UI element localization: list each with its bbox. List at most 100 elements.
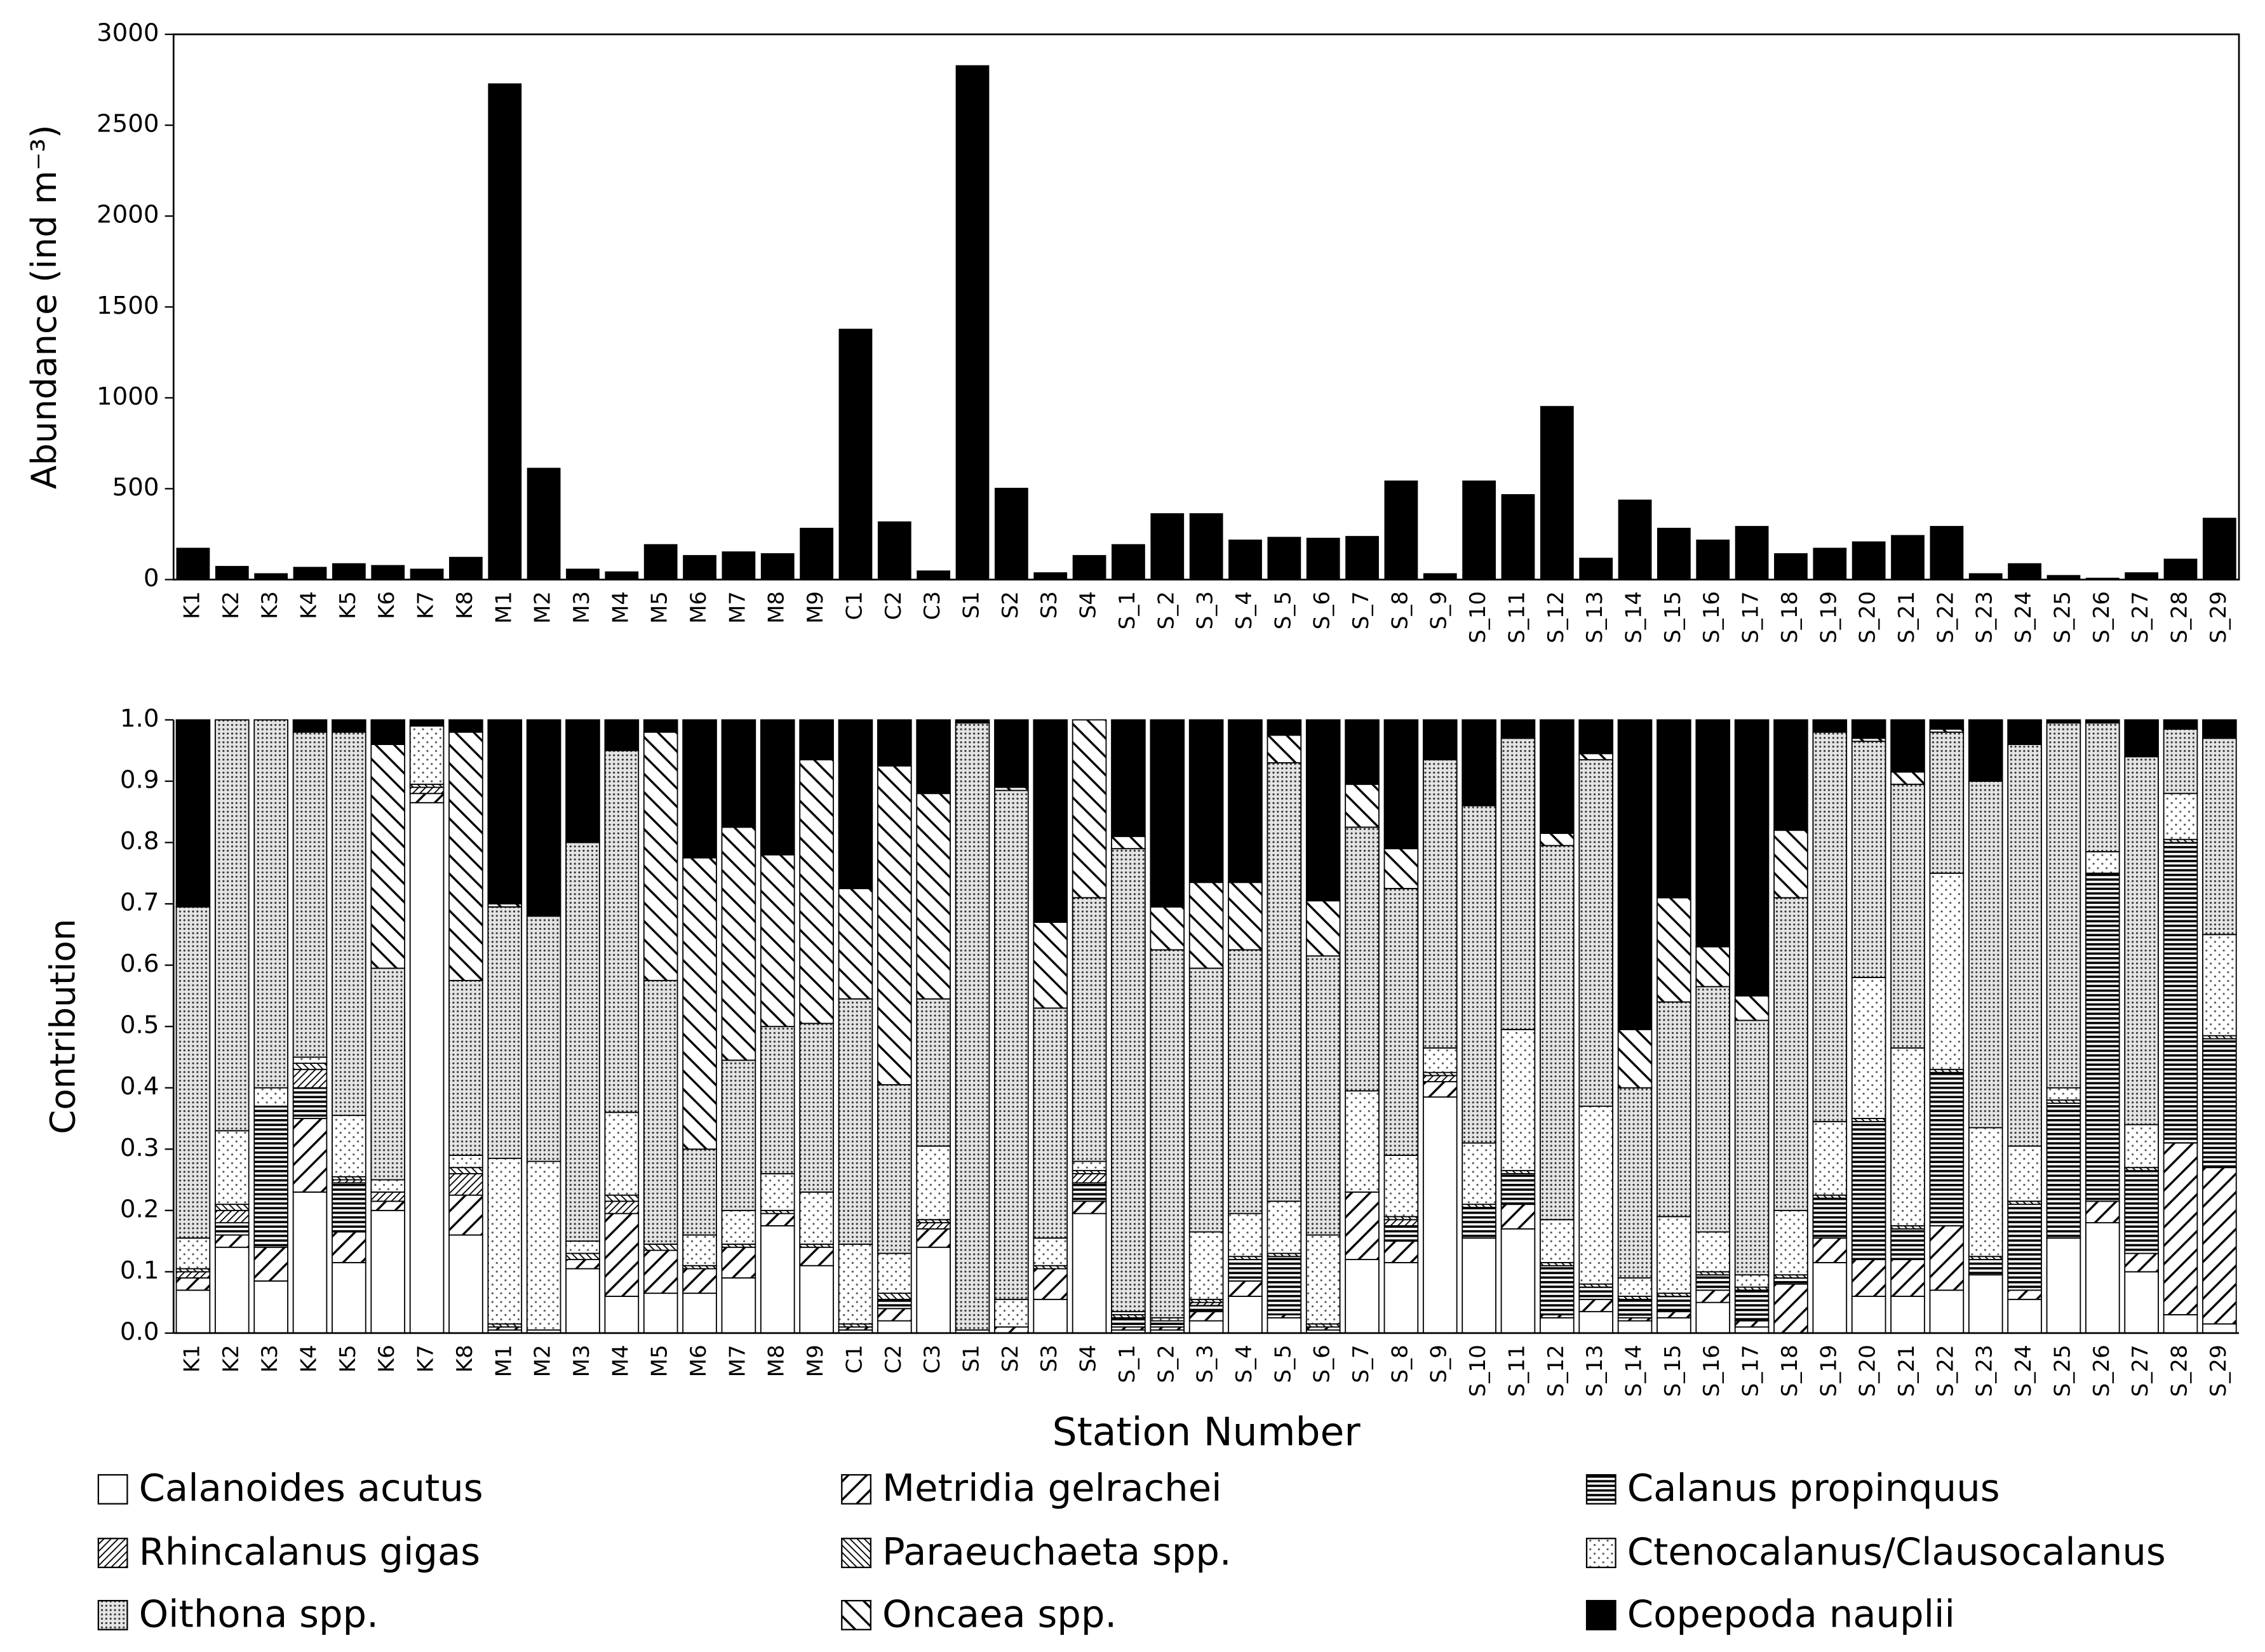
bar-segment: [448, 731, 483, 981]
bar-segment: [2046, 719, 2081, 724]
bar-segment: [409, 802, 445, 1334]
bar-segment: [916, 1145, 951, 1221]
bar-segment: [1890, 1296, 1925, 1334]
bar: [877, 521, 911, 580]
x-tick-label: S3: [1037, 1345, 1062, 1372]
bar-segment: [760, 1225, 795, 1334]
bar-segment: [1657, 1296, 1691, 1313]
bar: [566, 568, 600, 580]
bar-segment: [721, 1209, 756, 1245]
bar-segment: [760, 719, 795, 856]
bar-segment: [2046, 1102, 2081, 1239]
bar-segment: [760, 1212, 795, 1226]
bar: [2202, 518, 2236, 580]
bar-segment: [565, 842, 600, 1242]
bar-segment: [332, 1231, 366, 1263]
x-tick-label: S_17: [1738, 1345, 1764, 1397]
bar: [838, 328, 873, 580]
bar-segment: [448, 1167, 483, 1174]
bar-segment: [1345, 1191, 1380, 1260]
x-tick-label: S_5: [1270, 1345, 1296, 1383]
bar-segment: [1462, 1207, 1496, 1239]
bar-segment: [448, 1155, 483, 1169]
bar-segment: [1305, 900, 1341, 957]
x-tick-label: K8: [452, 1345, 478, 1373]
bar-segment: [994, 1326, 1029, 1334]
bar: [800, 527, 833, 580]
bar-segment: [214, 1246, 250, 1334]
x-tick-label: S_2: [1153, 1345, 1179, 1383]
bar-segment: [1383, 1225, 1419, 1242]
bar-segment: [1578, 1105, 1613, 1285]
legend-swatch: [97, 1474, 128, 1505]
bar-segment: [955, 722, 990, 1331]
bar: [917, 570, 951, 580]
bar-segment: [370, 744, 405, 969]
bar-segment: [1150, 949, 1185, 1319]
bar-segment: [994, 719, 1029, 788]
bar-segment: [877, 1298, 912, 1310]
x-tick-label: M3: [569, 1345, 595, 1377]
x-tick-label: S_13: [1582, 591, 1608, 643]
x-tick-label: K5: [335, 591, 361, 619]
bar-segment: [994, 789, 1029, 1300]
bar-segment: [604, 1111, 640, 1196]
bar-segment: [1968, 1259, 2003, 1276]
x-tick-label: S_14: [1622, 1345, 1647, 1397]
bar-segment: [1228, 1296, 1263, 1334]
bar-segment: [565, 1268, 600, 1334]
bar-segment: [1734, 995, 1770, 1021]
bar-segment: [1540, 833, 1575, 847]
bar-segment: [175, 1237, 211, 1270]
bar-segment: [2124, 756, 2159, 1125]
bar: [1657, 527, 1691, 580]
x-tick-label: M1: [491, 591, 516, 624]
bar-segment: [2163, 1142, 2198, 1315]
x-tick-label: M2: [530, 591, 556, 624]
x-tick-label: M7: [725, 591, 750, 624]
x-tick-label: C2: [881, 1345, 906, 1374]
bar-segment: [1695, 1274, 1731, 1291]
x-tick-label: S_27: [2128, 591, 2153, 643]
bar-segment: [721, 1246, 756, 1279]
bar: [410, 568, 444, 580]
legend-swatch: [841, 1600, 871, 1630]
bar-segment: [604, 1212, 640, 1297]
bar: [1423, 573, 1457, 580]
bar-segment: [1851, 741, 1886, 978]
bar-segment: [877, 719, 912, 767]
bar-segment: [1929, 719, 1965, 730]
bar-segment: [214, 1204, 250, 1211]
bar-segment: [1851, 1120, 1886, 1260]
bar-segment: [1734, 1019, 1770, 1276]
bar: [1150, 513, 1185, 580]
x-tick-label: S_22: [1933, 591, 1958, 643]
bar: [722, 551, 756, 580]
x-tick-label: S1: [959, 591, 985, 619]
y-tick-label: 0.7: [120, 889, 159, 917]
bar-segment: [1111, 848, 1146, 1313]
bar-segment: [292, 731, 328, 1058]
bar-segment: [1657, 897, 1691, 1003]
bar-segment: [2046, 1237, 2081, 1334]
bar-segment: [448, 1234, 483, 1334]
bar-segment: [370, 1179, 405, 1193]
bar-segment: [916, 719, 951, 795]
bar-segment: [1812, 1120, 1848, 1196]
bar-segment: [214, 719, 250, 1132]
x-tick-label: S_24: [2011, 591, 2036, 643]
bar: [1345, 535, 1379, 580]
bar: [488, 83, 522, 580]
legend-swatch: [97, 1600, 128, 1630]
bar-segment: [1695, 1301, 1731, 1334]
bar: [994, 488, 1028, 580]
y-tick-label: 0.8: [120, 827, 159, 856]
y-tick-label: 1000: [97, 382, 159, 411]
bar-segment: [604, 719, 640, 751]
bar-segment: [1422, 1047, 1458, 1073]
bar-segment: [799, 759, 834, 1024]
x-tick-label: S_20: [1855, 1345, 1881, 1397]
bar-segment: [1033, 1007, 1068, 1239]
bar-segment: [604, 1296, 640, 1334]
bar: [1112, 544, 1145, 580]
